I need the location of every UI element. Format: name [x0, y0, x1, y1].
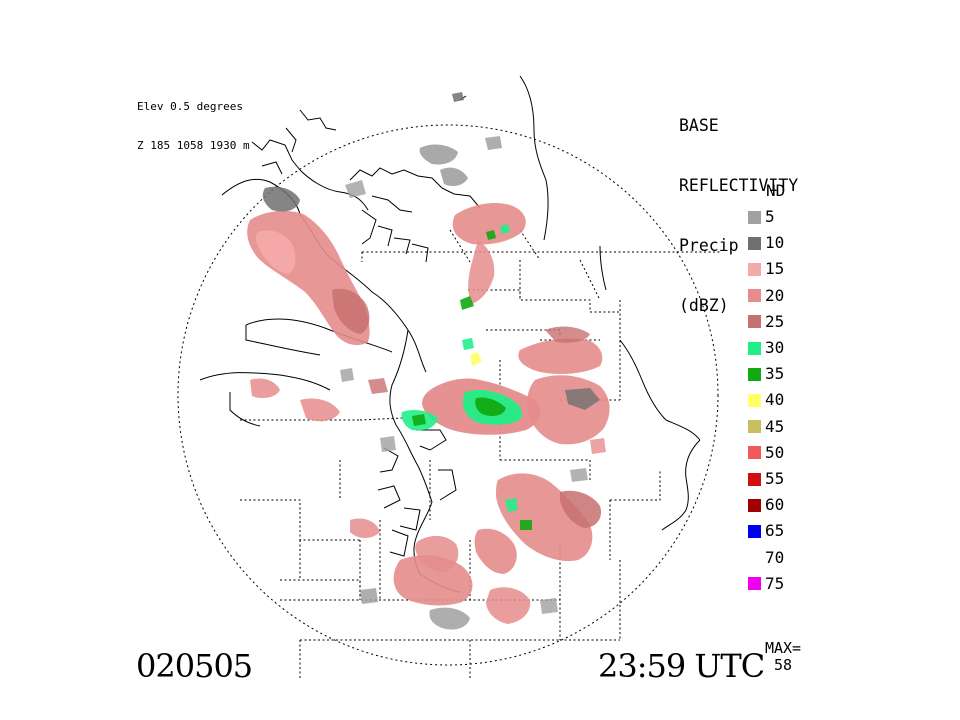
legend-swatch [748, 498, 761, 512]
legend-swatch [748, 236, 761, 250]
legend-value-label: 10 [765, 233, 785, 253]
legend-value-label: 35 [765, 364, 785, 384]
legend-item: 15 [748, 260, 784, 278]
legend-value-label: 40 [765, 390, 785, 410]
legend-item: 55 [748, 470, 784, 488]
legend-value-label: 65 [765, 521, 785, 541]
time-label: 23:59 UTC [598, 647, 765, 685]
legend-item: 40 [748, 391, 784, 409]
legend-swatch [748, 524, 761, 538]
legend-swatch [748, 289, 761, 303]
legend-item: 65 [748, 522, 784, 540]
legend-swatch [748, 367, 761, 381]
legend-item: 50 [748, 442, 785, 462]
legend-swatch [748, 315, 761, 329]
legend-item: 5 [748, 208, 775, 226]
legend-value-label: 15 [765, 259, 785, 279]
legend-value-label: 50 [765, 442, 785, 462]
max-readout: MAX= 58 [757, 640, 809, 674]
legend-swatch [748, 262, 761, 276]
max-value: 58 [773, 656, 793, 674]
product-line-1: BASE [679, 116, 719, 135]
legend-item: 10 [748, 234, 784, 252]
coastline [199, 75, 701, 593]
legend-value-label: 75 [765, 573, 785, 593]
legend-value-label: 60 [765, 495, 785, 515]
date-label: 020505 [136, 647, 253, 685]
legend-value-label: 5 [765, 207, 775, 226]
legend-item: 25 [748, 311, 785, 331]
legend-swatch [748, 341, 761, 355]
max-label: MAX= [764, 639, 802, 657]
legend-value-label: 20 [765, 285, 785, 305]
legend-value-label: 70 [765, 547, 785, 567]
product-title: BASE REFLECTIVITY Precip (dBZ) [679, 76, 798, 356]
product-line-4: (dBZ) [679, 296, 729, 315]
legend-item: 70 [748, 547, 785, 567]
legend-value-label: 55 [765, 469, 785, 488]
legend-item: 30 [748, 339, 784, 357]
legend-swatch [748, 577, 761, 591]
legend-item: 20 [748, 285, 785, 305]
precipitation-echoes [247, 92, 610, 630]
legend-nd-label: ND [766, 181, 786, 200]
range-ring [177, 124, 719, 666]
legend-swatch [748, 393, 761, 407]
legend-item: 45 [748, 416, 785, 436]
elevation-header: Elev 0.5 degrees Z 185 1058 1930 m [137, 74, 250, 178]
legend-item: 60 [748, 496, 784, 514]
legend-value-label: 45 [765, 416, 785, 436]
product-line-3: Precip [679, 236, 739, 255]
legend-swatch [748, 551, 761, 564]
legend-value-label: 30 [765, 338, 785, 357]
legend-swatch [748, 210, 761, 224]
legend-value-label: 25 [765, 311, 785, 331]
legend-swatch [748, 446, 761, 460]
elevation-label: Elev 0.5 degrees [137, 100, 243, 113]
legend-swatch [748, 472, 761, 486]
zone-label: Z 185 1058 1930 m [137, 139, 250, 152]
legend-item: 35 [748, 365, 784, 383]
product-line-2: REFLECTIVITY [679, 176, 799, 195]
legend-swatch [748, 420, 761, 434]
legend-item: 75 [748, 573, 785, 593]
